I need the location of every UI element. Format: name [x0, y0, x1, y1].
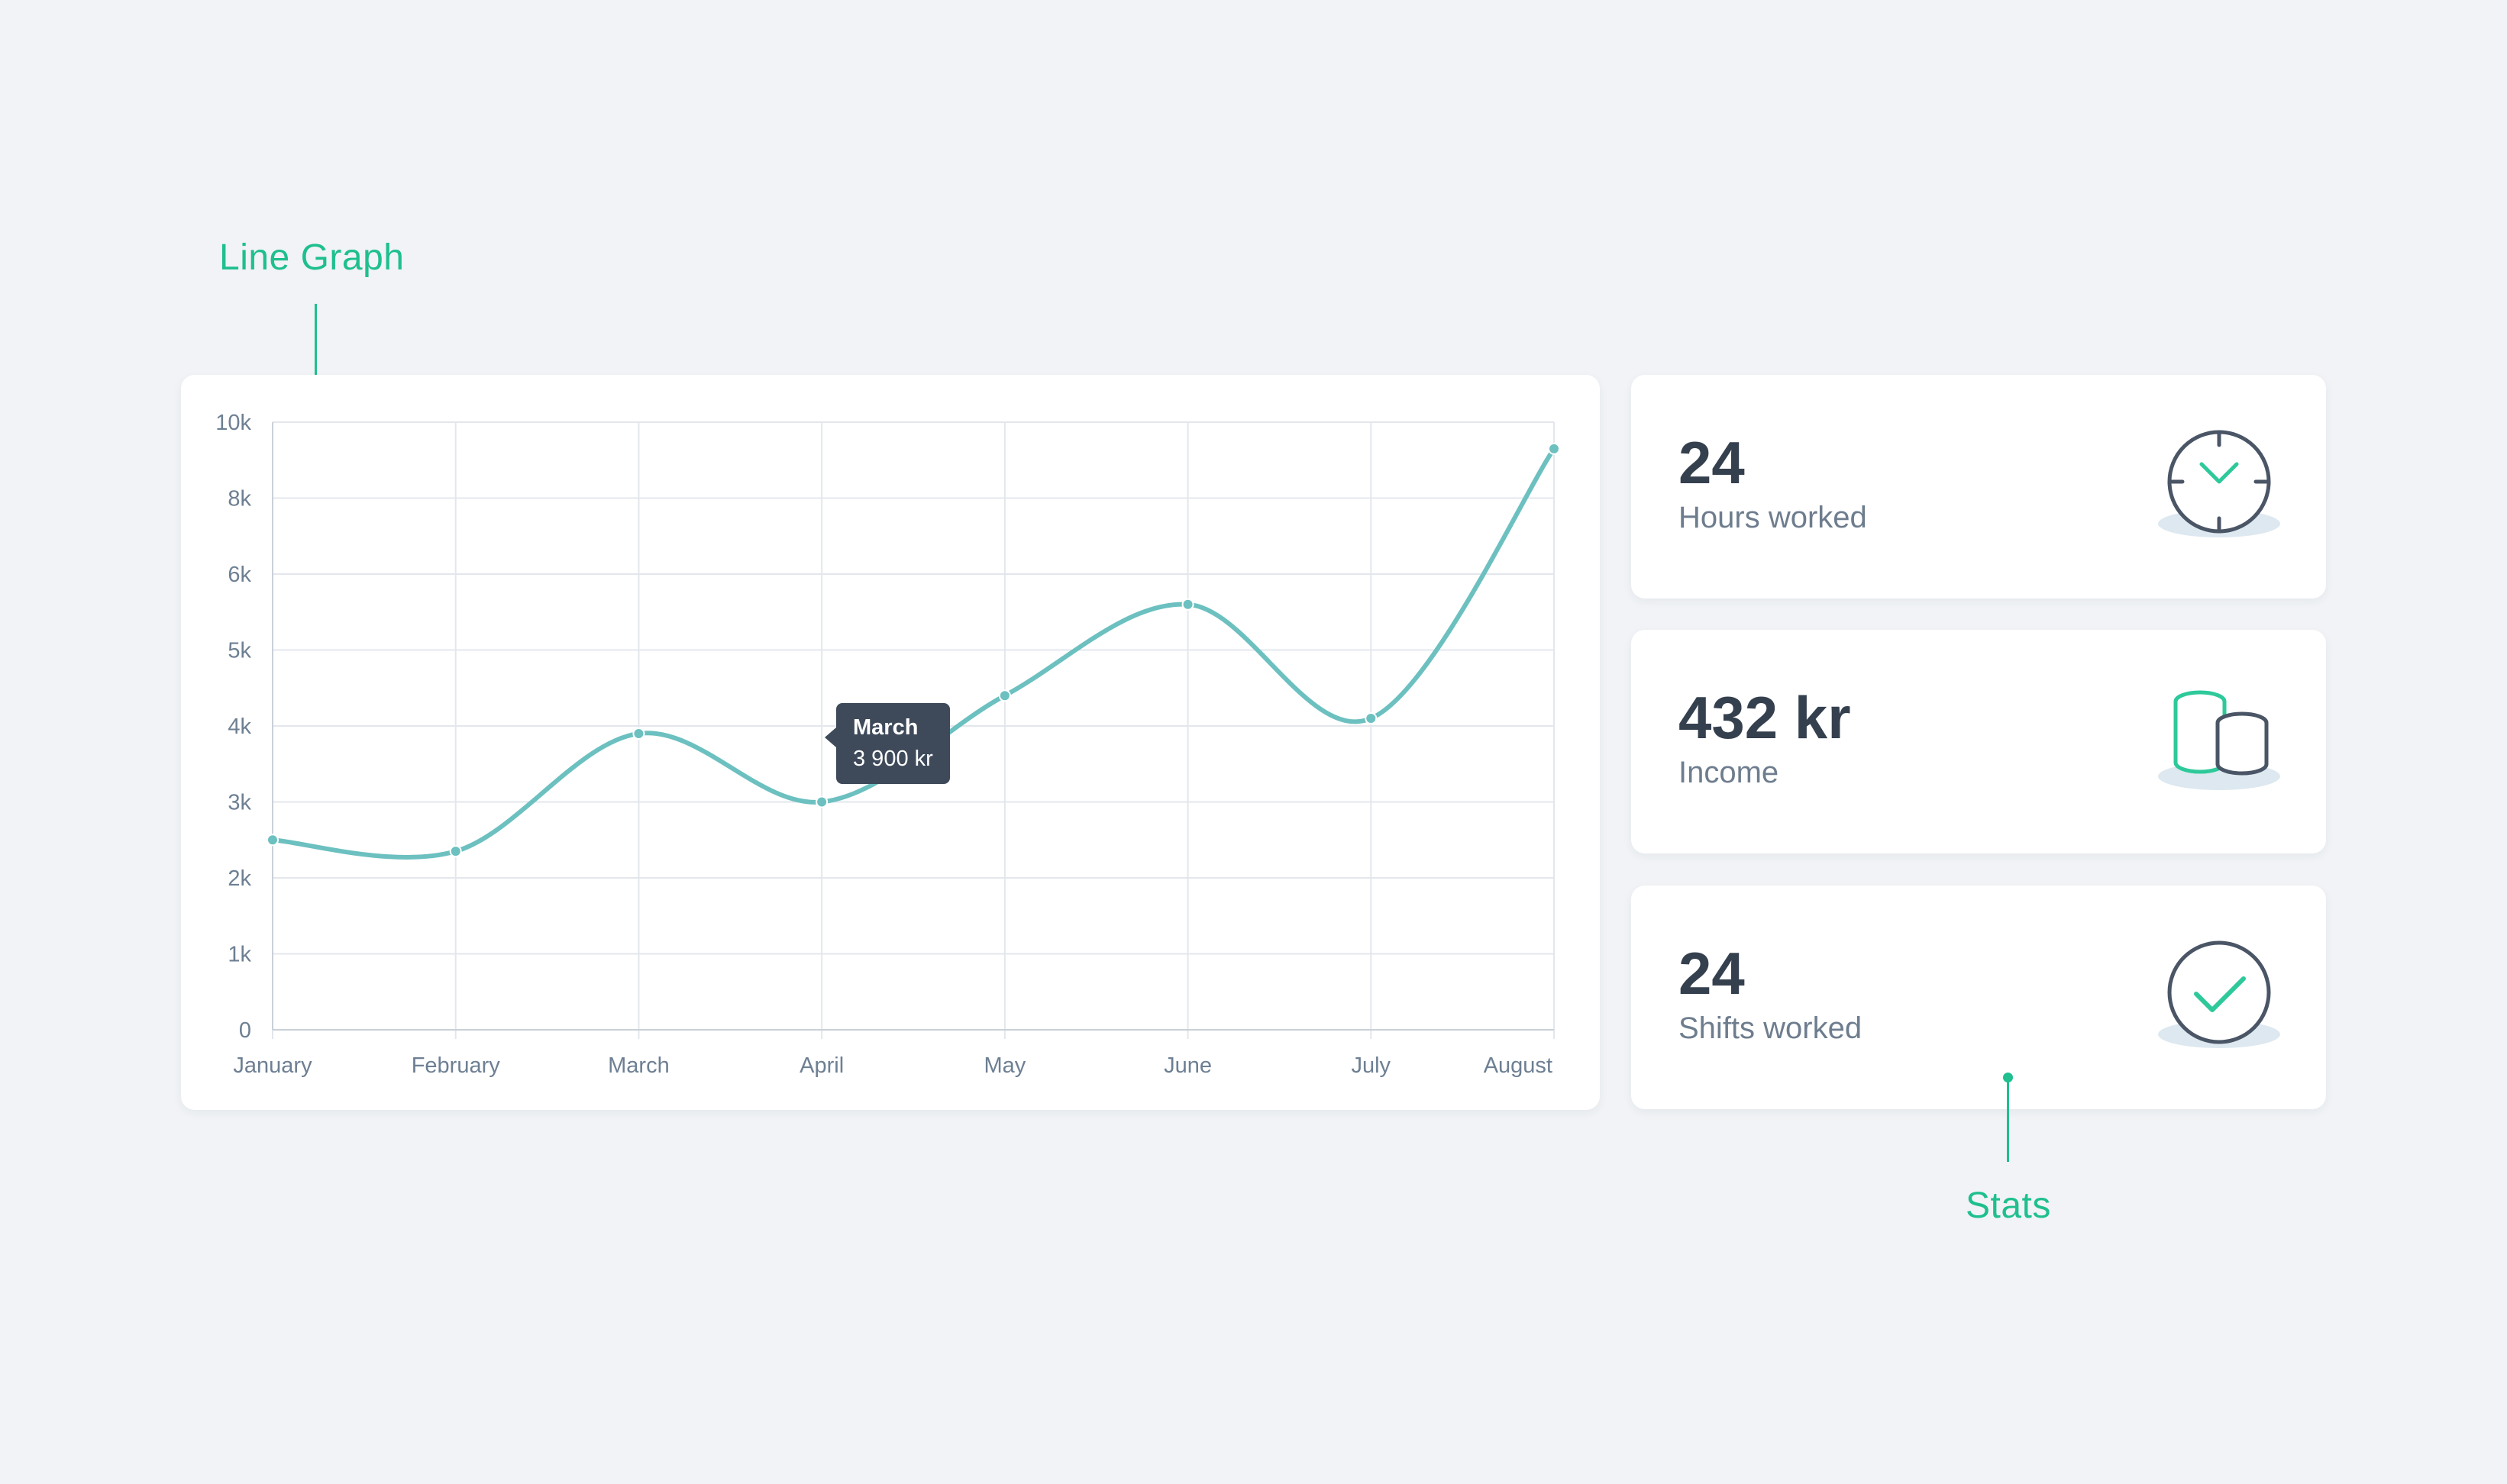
x-tick-label: June: [1164, 1053, 1212, 1078]
x-tick-label: March: [608, 1053, 670, 1078]
stat-value: 432 kr: [1678, 684, 1851, 751]
line-graph-annotation: Line Graph: [219, 237, 405, 278]
tooltip-value: 3 900 kr: [853, 747, 933, 771]
data-point: [816, 795, 829, 808]
x-tick-label: July: [1351, 1053, 1391, 1078]
stat-label: Hours worked: [1678, 501, 1867, 534]
stats-annotation-line: [2007, 1078, 2009, 1162]
y-tick-label: 0: [239, 1018, 251, 1043]
series-line: [270, 446, 1556, 860]
chart-tooltip: March 3 900 kr: [836, 703, 950, 784]
y-tick-label: 3k: [228, 791, 251, 815]
coins-icon: [2158, 690, 2280, 790]
y-tick-label: 2k: [228, 866, 251, 891]
y-tick-label: 4k: [228, 715, 251, 739]
tooltip-arrow: [825, 727, 836, 747]
x-tick-label: May: [984, 1053, 1026, 1078]
y-tick-label: 8k: [228, 487, 251, 511]
data-point: [632, 727, 645, 740]
stat-value: 24: [1678, 940, 1745, 1007]
y-tick-label: 10k: [215, 411, 251, 435]
stat-card-income[interactable]: 432 kr Income: [1631, 630, 2326, 853]
x-tick-label: April: [800, 1053, 844, 1078]
clock-icon: [2158, 430, 2280, 537]
x-tick-label: August: [1484, 1053, 1552, 1078]
y-tick-label: 6k: [228, 563, 251, 587]
line-chart-card: 0 1k 2k 3k 4k 5k 6k 8k 10k January February March A…: [181, 375, 1600, 1110]
x-tick-label: January: [233, 1053, 312, 1078]
stat-card-hours[interactable]: 24 Hours worked: [1631, 375, 2326, 598]
stat-card-shifts[interactable]: 24 Shifts worked: [1631, 886, 2326, 1109]
stat-label: Income: [1678, 756, 1779, 789]
y-tick-label: 1k: [228, 943, 251, 967]
line-chart: 0 1k 2k 3k 4k 5k 6k 8k 10k January February March A…: [215, 411, 1560, 1078]
y-tick-label: 5k: [228, 639, 251, 663]
tooltip-title: March: [853, 715, 919, 740]
check-circle-icon: [2158, 940, 2280, 1048]
stat-value: 24: [1678, 429, 1745, 496]
stats-annotation: Stats: [1966, 1186, 2051, 1226]
data-point: [1548, 442, 1560, 455]
data-point: [1181, 598, 1194, 611]
data-point: [998, 689, 1011, 702]
data-point: [1365, 712, 1378, 725]
data-point: [449, 845, 462, 858]
stats-annotation-dot: [2003, 1073, 2013, 1082]
x-tick-label: February: [412, 1053, 501, 1078]
line-graph-annotation-line: [315, 304, 317, 388]
data-point: [267, 834, 279, 847]
stat-label: Shifts worked: [1678, 1011, 1862, 1045]
